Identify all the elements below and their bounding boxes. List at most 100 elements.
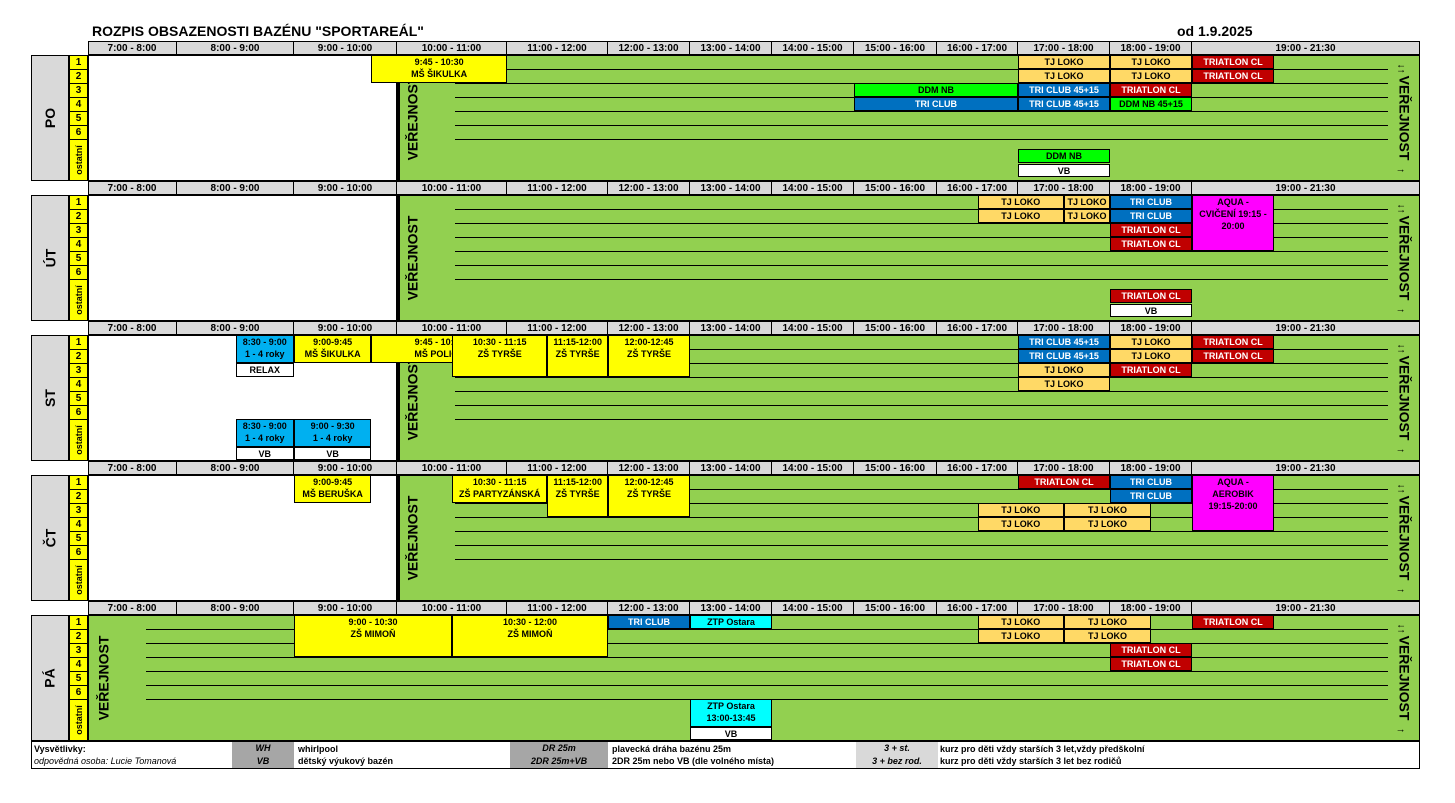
- booking-block[interactable]: 12:00-12:45 ZŠ TYRŠE: [608, 475, 690, 517]
- booking-block[interactable]: VB: [1018, 163, 1110, 177]
- booking-block[interactable]: DDM NB 45+15: [1110, 97, 1192, 111]
- booking-block[interactable]: TJ LOKO: [977, 195, 1064, 209]
- booking-block[interactable]: TRIATLON CL: [1110, 657, 1192, 671]
- booking-block[interactable]: TRIATLON CL: [1192, 335, 1275, 349]
- booking-text: TRIATLON CL: [1121, 365, 1181, 375]
- booking-block[interactable]: TJ LOKO: [1110, 55, 1192, 69]
- booking-block[interactable]: 10:30 - 11:15 ZŠ TYRŠE: [452, 335, 548, 377]
- lane-line: [455, 489, 1388, 490]
- lane-other: ostatní: [70, 420, 87, 460]
- booking-text: TRIATLON CL: [1034, 477, 1094, 487]
- booking-block[interactable]: TJ LOKO: [977, 615, 1064, 629]
- booking-block[interactable]: 10:30 - 11:15 ZŠ PARTYZÁNSKÁ: [452, 475, 548, 503]
- booking-block[interactable]: TJ LOKO: [1018, 69, 1110, 83]
- lane-line: [146, 657, 1388, 658]
- lane-line: [455, 125, 1388, 126]
- booking-block[interactable]: 11:15-12:00 ZŠ TYRŠE: [547, 475, 608, 517]
- booking-block[interactable]: 9:00-9:45 MŠ ŠIKULKA: [294, 335, 372, 363]
- booking-block[interactable]: TRI CLUB: [1110, 475, 1192, 489]
- booking-block[interactable]: TRI CLUB: [854, 97, 1018, 111]
- booking-text: ZŠ TYRŠE: [555, 489, 600, 499]
- booking-block[interactable]: 12:00-12:45 ZŠ TYRŠE: [608, 335, 690, 377]
- booking-block[interactable]: TJ LOKO: [1110, 69, 1192, 83]
- booking-block[interactable]: TRIATLON CL: [1110, 363, 1192, 377]
- booking-block[interactable]: TRIATLON CL: [1018, 475, 1110, 489]
- lane-number: 1: [70, 616, 87, 630]
- booking-block[interactable]: TJ LOKO: [977, 629, 1064, 643]
- hour-header-cell: 14:00 - 15:00: [772, 602, 854, 615]
- booking-block[interactable]: DDM NB: [854, 83, 1018, 97]
- booking-block[interactable]: TRI CLUB 45+15: [1018, 97, 1110, 111]
- booking-block[interactable]: ZTP Ostara: [690, 615, 772, 629]
- booking-block[interactable]: 9:00 - 9:30 1 - 4 roky: [294, 419, 372, 447]
- booking-block[interactable]: TJ LOKO: [1064, 503, 1151, 517]
- lane-number: 1: [70, 476, 87, 490]
- booking-block[interactable]: TJ LOKO: [1064, 209, 1110, 223]
- booking-block[interactable]: 8:30 - 9:00 1 - 4 roky: [235, 419, 294, 447]
- booking-block[interactable]: TJ LOKO: [1064, 517, 1151, 531]
- booking-text: 12:00-12:45: [624, 477, 674, 487]
- closed-area: [88, 55, 397, 181]
- booking-block[interactable]: AQUA - CVIČENÍ 19:15 - 20:00: [1192, 195, 1275, 251]
- booking-block[interactable]: TRI CLUB: [608, 615, 690, 629]
- booking-block[interactable]: TRI CLUB 45+15: [1018, 349, 1110, 363]
- booking-block[interactable]: VB: [294, 447, 372, 461]
- lane-other: ostatní: [70, 140, 87, 180]
- booking-block[interactable]: ZTP Ostara 13:00-13:45: [690, 699, 772, 727]
- booking-block[interactable]: TRIATLON CL: [1110, 223, 1192, 237]
- hour-header-cell: 14:00 - 15:00: [772, 42, 854, 55]
- booking-text: RELAX: [249, 365, 280, 375]
- booking-block[interactable]: 8:30 - 9:00 1 - 4 roky: [235, 335, 294, 363]
- booking-block[interactable]: TJ LOKO: [1064, 629, 1151, 643]
- booking-block[interactable]: VB: [235, 447, 294, 461]
- booking-text: TJ LOKO: [1131, 57, 1171, 67]
- hour-header-cell: 15:00 - 16:00: [854, 322, 937, 335]
- booking-block[interactable]: TRIATLON CL: [1110, 83, 1192, 97]
- lane-number: 6: [70, 266, 87, 280]
- booking-block[interactable]: TRIATLON CL: [1192, 349, 1275, 363]
- booking-block[interactable]: TRIATLON CL: [1110, 643, 1192, 657]
- booking-block[interactable]: TJ LOKO: [1018, 55, 1110, 69]
- booking-block[interactable]: 9:00 - 10:30 ZŠ MIMOŇ: [294, 615, 452, 657]
- booking-block[interactable]: RELAX: [235, 363, 294, 377]
- hour-header-cell: 18:00 - 19:00: [1110, 42, 1192, 55]
- booking-text: TRI CLUB: [1130, 197, 1172, 207]
- booking-block[interactable]: TJ LOKO: [1018, 363, 1110, 377]
- lane-line: [455, 391, 1388, 392]
- booking-block[interactable]: TRI CLUB 45+15: [1018, 83, 1110, 97]
- lane-line: [455, 251, 1388, 252]
- booking-block[interactable]: TJ LOKO: [1064, 195, 1110, 209]
- booking-block[interactable]: TJ LOKO: [1064, 615, 1151, 629]
- legend-wh-desc: whirlpool: [298, 744, 338, 754]
- booking-block[interactable]: VB: [690, 727, 772, 741]
- booking-block[interactable]: TJ LOKO: [977, 209, 1064, 223]
- booking-text: AQUA -: [1217, 197, 1249, 207]
- booking-block[interactable]: TRIATLON CL: [1110, 237, 1192, 251]
- lane-other-text: ostatní: [73, 705, 84, 735]
- booking-block[interactable]: TRIATLON CL: [1192, 615, 1275, 629]
- booking-block[interactable]: TJ LOKO: [977, 517, 1064, 531]
- booking-block[interactable]: TJ LOKO: [977, 503, 1064, 517]
- hour-header-cell: 7:00 - 8:00: [88, 322, 177, 335]
- booking-block[interactable]: 9:45 - 10:30 MŠ ŠIKULKA: [371, 55, 507, 83]
- booking-block[interactable]: 11:15-12:00 ZŠ TYRŠE: [547, 335, 608, 377]
- booking-block[interactable]: TJ LOKO: [1110, 335, 1192, 349]
- booking-text: 11:15-12:00: [553, 477, 602, 487]
- booking-block[interactable]: VB: [1110, 303, 1192, 317]
- booking-block[interactable]: AQUA - AEROBIK 19:15-20:00: [1192, 475, 1275, 531]
- booking-block[interactable]: DDM NB: [1018, 148, 1110, 164]
- booking-block[interactable]: TRI CLUB: [1110, 209, 1192, 223]
- booking-block[interactable]: 9:00-9:45 MŠ BERUŠKA: [294, 475, 372, 503]
- booking-block[interactable]: TRI CLUB: [1110, 195, 1192, 209]
- booking-block[interactable]: TJ LOKO: [1018, 377, 1110, 391]
- booking-block[interactable]: 10:30 - 12:00 ZŠ MIMOŇ: [452, 615, 608, 657]
- booking-block[interactable]: TRI CLUB 45+15: [1018, 335, 1110, 349]
- lane-numbers: 1 2 3 4 5 6 ostatní: [69, 615, 88, 741]
- booking-block[interactable]: TRI CLUB: [1110, 489, 1192, 503]
- booking-block[interactable]: TJ LOKO: [1110, 349, 1192, 363]
- booking-block[interactable]: TRIATLON CL: [1110, 288, 1192, 304]
- booking-block[interactable]: TRIATLON CL: [1192, 69, 1275, 83]
- booking-text: TRI CLUB: [1130, 491, 1172, 501]
- hour-header-cell: 17:00 - 18:00: [1018, 42, 1110, 55]
- booking-block[interactable]: TRIATLON CL: [1192, 55, 1275, 69]
